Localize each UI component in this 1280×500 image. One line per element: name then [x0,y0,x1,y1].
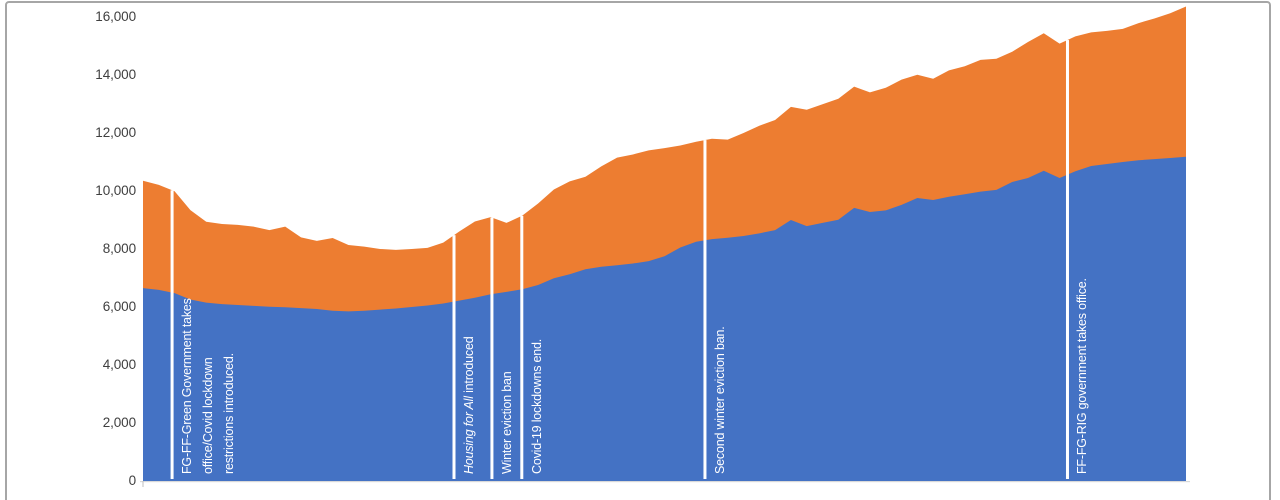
blue-area [143,156,1186,481]
event-line-4 [520,215,524,479]
event-line-5 [703,140,707,479]
event-annotation-text: Housing for All [462,396,476,474]
y-axis-tick-label: 6,000 [102,299,136,314]
x-axis-line [140,481,1190,483]
event-annotation-line: Second winter eviction ban. [710,4,731,474]
y-axis-tick-label: 14,000 [95,67,136,82]
event-annotation-line: restrictions introduced. [219,4,240,474]
axis-origin-tick [142,481,144,487]
event-annotation-3: Winter eviction ban [497,4,518,475]
event-annotation-text: Winter eviction ban [499,371,514,475]
event-annotation-text: introduced [462,336,476,397]
event-annotation-line: Winter eviction ban [497,4,518,475]
event-line-1 [170,190,174,479]
event-annotation-2: Housing for All introduced [459,4,480,474]
event-line-2 [452,235,456,479]
event-annotation-4: Covid-19 lockdowns end. [527,4,548,474]
event-annotation-line: Housing for All introduced [459,4,480,474]
event-annotation-line: FF-FG-RIG government takes office. [1072,4,1093,474]
y-axis-tick-label: 12,000 [95,125,136,140]
axis-group [140,481,1190,487]
event-annotation-line: Covid-19 lockdowns end. [527,4,548,474]
event-annotation-text: Covid-19 lockdowns end. [529,338,544,474]
y-axis-tick-label: 0 [128,473,137,488]
event-annotation-6: FF-FG-RIG government takes office. [1072,4,1093,474]
event-line-6 [1065,40,1069,480]
event-line-3 [490,217,494,479]
event-annotation-text: FG-FF-Green Government takes [180,298,195,474]
y-axis-tick-label: 10,000 [95,183,136,198]
event-annotation-line: office/Covid lockdown [198,4,219,474]
area-series-group [143,6,1186,482]
event-annotation-line: FG-FF-Green Government takes [177,4,198,474]
event-lines-group [170,40,1069,480]
event-annotation-text: Second winter eviction ban. [712,326,727,474]
y-axis-tick-label: 2,000 [102,415,136,430]
event-annotation-1: FG-FF-Green Government takes office/Covid… [177,4,240,474]
event-annotation-text: office/Covid lockdown [201,357,216,474]
y-axis-tick-label: 4,000 [102,357,136,372]
event-annotation-text: FF-FG-RIG government takes office. [1075,278,1090,474]
event-annotation-text: restrictions introduced. [222,353,237,474]
event-annotation-5: Second winter eviction ban. [710,4,731,474]
y-axis-tick-label: 8,000 [102,241,136,256]
y-axis-tick-label: 16,000 [95,9,136,24]
